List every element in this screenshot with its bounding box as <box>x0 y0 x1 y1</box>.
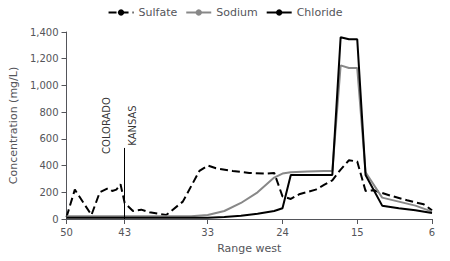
svg-text:Sodium: Sodium <box>216 6 257 19</box>
svg-text:600: 600 <box>39 133 58 144</box>
svg-text:Sulfate: Sulfate <box>139 6 178 19</box>
svg-text:800: 800 <box>39 107 58 118</box>
svg-text:24: 24 <box>276 227 289 238</box>
svg-text:1,200: 1,200 <box>30 53 59 64</box>
svg-text:15: 15 <box>351 227 364 238</box>
svg-text:1,400: 1,400 <box>30 27 59 38</box>
svg-text:Chloride: Chloride <box>297 6 343 19</box>
svg-text:400: 400 <box>39 160 58 171</box>
svg-text:Concentration (mg/L): Concentration (mg/L) <box>7 67 20 184</box>
svg-text:50: 50 <box>60 227 73 238</box>
svg-text:COLORADO: COLORADO <box>101 97 112 154</box>
svg-text:Range west: Range west <box>217 242 282 255</box>
svg-text:200: 200 <box>39 187 58 198</box>
svg-text:6: 6 <box>429 227 435 238</box>
svg-text:0: 0 <box>52 214 58 225</box>
svg-text:43: 43 <box>118 227 131 238</box>
svg-text:1,000: 1,000 <box>30 80 59 91</box>
svg-text:KANSAS: KANSAS <box>127 105 138 145</box>
svg-text:33: 33 <box>201 227 214 238</box>
